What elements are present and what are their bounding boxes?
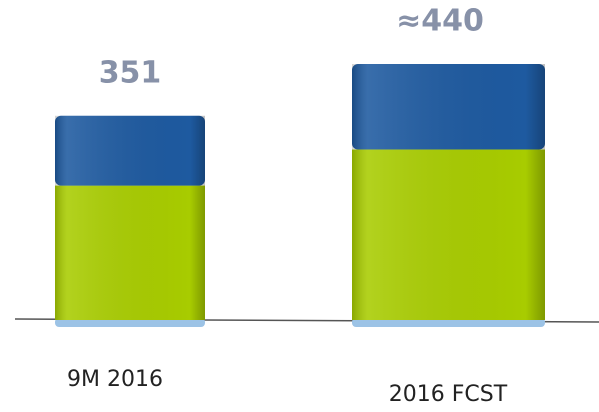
x-tick-label: 2016 FCST xyxy=(389,382,508,407)
bar-shade xyxy=(352,64,545,150)
total-label: ≈440 xyxy=(396,4,484,39)
bar-base xyxy=(352,318,545,327)
bar-shade xyxy=(55,115,205,186)
x-tick-label: 9M 2016 xyxy=(67,367,163,392)
total-label: 351 xyxy=(99,55,162,90)
bar-shade xyxy=(55,185,205,320)
bar-shade xyxy=(352,149,545,320)
bar-base xyxy=(55,318,205,327)
